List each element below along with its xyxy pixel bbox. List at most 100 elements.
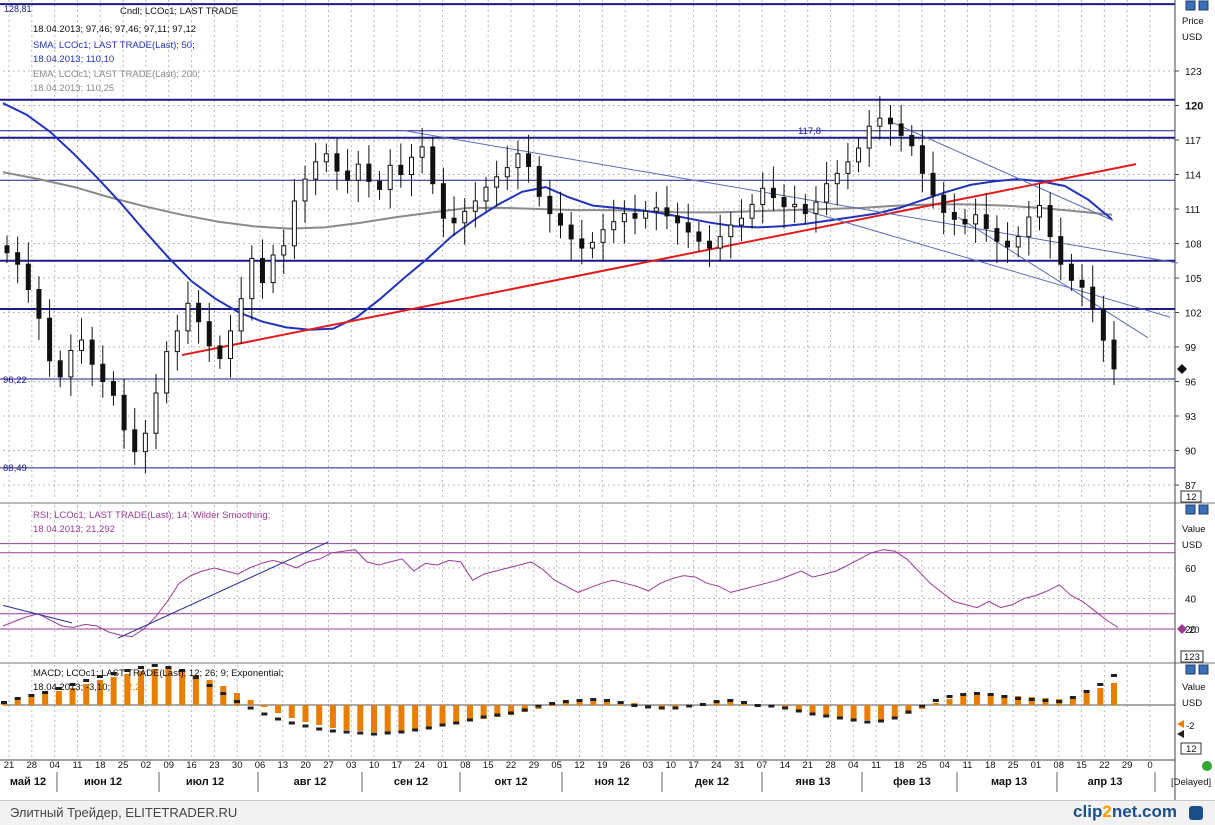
candle-body bbox=[142, 432, 148, 453]
macd-signal-bar bbox=[96, 680, 103, 705]
candle-body bbox=[121, 394, 127, 431]
candle-body bbox=[589, 241, 595, 249]
date-tick-label: 17 bbox=[392, 760, 403, 771]
macd-line-mark bbox=[439, 723, 446, 727]
date-tick-label: 25 bbox=[1008, 760, 1019, 771]
candle-body bbox=[770, 187, 776, 199]
macd-line-mark bbox=[535, 704, 542, 708]
maximize-macd-button[interactable] bbox=[1198, 664, 1209, 675]
macd-line-mark bbox=[768, 704, 775, 708]
rsi-axis: 20 40 60 bbox=[1185, 564, 1197, 636]
macd-signal-bar bbox=[179, 671, 186, 705]
macd-line-mark bbox=[220, 692, 227, 695]
macd-signal-bar bbox=[576, 701, 583, 705]
date-tick-label: 01 bbox=[1031, 760, 1042, 771]
macd-line-mark bbox=[329, 729, 336, 733]
date-tick-label: 15 bbox=[483, 760, 494, 771]
macd-line-mark bbox=[878, 719, 885, 723]
channel-upper-trendline bbox=[892, 122, 1114, 221]
macd-line-mark bbox=[398, 730, 405, 734]
date-tick-label: 0 bbox=[1147, 760, 1152, 771]
candle-body bbox=[515, 153, 521, 169]
macd-line-mark bbox=[357, 731, 364, 735]
macd-line-mark bbox=[384, 731, 391, 735]
date-tick-label: 27 bbox=[323, 760, 334, 771]
candle-body bbox=[1068, 263, 1074, 281]
candle-body bbox=[1058, 236, 1064, 265]
macd-line-mark bbox=[453, 721, 460, 725]
date-tick-label: 18 bbox=[894, 760, 905, 771]
candle-body bbox=[643, 210, 649, 219]
price-tick-label: 93 bbox=[1185, 412, 1197, 423]
macd-signal-bar bbox=[549, 705, 556, 706]
month-label: май 12 bbox=[10, 776, 46, 788]
candle-body bbox=[68, 349, 74, 378]
date-tick-label: 21 bbox=[4, 760, 15, 771]
minimize-macd-button[interactable] bbox=[1185, 664, 1196, 675]
right-axis-captions: Price USD Value USD Value USD [Delayed] bbox=[1171, 16, 1211, 788]
rsi-scale-value: 123 bbox=[1184, 652, 1200, 663]
macd-signal-bar bbox=[42, 694, 49, 705]
brand-logo[interactable]: clip2net.com bbox=[1073, 802, 1177, 822]
candle-body bbox=[164, 351, 170, 394]
month-label: сен 12 bbox=[394, 776, 428, 788]
macd-signal-bar bbox=[233, 693, 240, 705]
macd-line-mark bbox=[138, 666, 145, 669]
brand-part-c: net.com bbox=[1111, 802, 1177, 821]
macd-line-mark bbox=[946, 695, 953, 698]
macd-line-mark bbox=[686, 704, 693, 708]
candle-body bbox=[4, 245, 10, 254]
candle-body bbox=[483, 186, 489, 202]
macd-line-mark bbox=[713, 700, 720, 703]
candle-body bbox=[675, 215, 681, 224]
candle-body bbox=[802, 203, 808, 215]
sma-values: 18.04.2013; 110,10 bbox=[33, 54, 114, 65]
macd-line-mark bbox=[412, 728, 419, 732]
macd-line-mark bbox=[932, 699, 939, 702]
candle-body bbox=[408, 156, 414, 175]
macd-line-mark bbox=[275, 717, 282, 721]
macd-line-mark bbox=[110, 672, 117, 675]
macd-signal-bar bbox=[357, 705, 364, 731]
macd-signal-bar bbox=[987, 694, 994, 705]
month-label: янв 13 bbox=[795, 776, 830, 788]
price-scale-box[interactable] bbox=[1180, 490, 1202, 503]
macd-signal-bar bbox=[603, 700, 610, 705]
candle-body bbox=[536, 165, 542, 197]
ema-200-line bbox=[2, 171, 1113, 230]
macd-signal-bar bbox=[412, 705, 419, 730]
maximize-price-button[interactable] bbox=[1198, 0, 1209, 11]
macd-line-mark bbox=[1028, 698, 1035, 701]
maximize-rsi-button[interactable] bbox=[1198, 504, 1209, 515]
footer-credit: Элитный Трейдер, ELITETRADER.RU bbox=[10, 805, 238, 820]
macd-scale-box[interactable] bbox=[1180, 742, 1202, 755]
minimize-price-button[interactable] bbox=[1185, 0, 1196, 11]
date-tick-label: 24 bbox=[414, 760, 425, 771]
candle-body bbox=[313, 161, 319, 180]
candle-body bbox=[1015, 236, 1021, 248]
candle-body bbox=[89, 339, 95, 365]
date-tick-label: 23 bbox=[209, 760, 220, 771]
candle-body bbox=[707, 240, 713, 249]
macd-signal-bar bbox=[247, 700, 254, 705]
macd-line-mark bbox=[741, 701, 747, 704]
candle-body bbox=[717, 236, 723, 249]
brand-part-b: 2 bbox=[1102, 802, 1112, 821]
date-tick-label: 21 bbox=[802, 760, 813, 771]
macd-line-mark bbox=[973, 692, 980, 695]
macd-signal-value: -2,21 bbox=[124, 682, 146, 693]
price-levels bbox=[0, 3, 1175, 469]
candle-body bbox=[547, 195, 553, 215]
rsi-scale-box[interactable] bbox=[1180, 650, 1204, 663]
price-axis-title: Price bbox=[1182, 16, 1204, 27]
macd-signal-bar bbox=[850, 705, 857, 719]
candle-body bbox=[355, 163, 361, 181]
macd-signal-bar bbox=[1083, 693, 1090, 705]
price-tick-label: 117 bbox=[1185, 136, 1201, 147]
macd-signal-bar bbox=[727, 701, 734, 705]
date-tick-label: 22 bbox=[506, 760, 517, 771]
candle-body bbox=[25, 263, 31, 291]
minimize-rsi-button[interactable] bbox=[1185, 504, 1196, 515]
macd-line-mark bbox=[905, 710, 912, 714]
price-tick-label: 99 bbox=[1185, 343, 1197, 354]
